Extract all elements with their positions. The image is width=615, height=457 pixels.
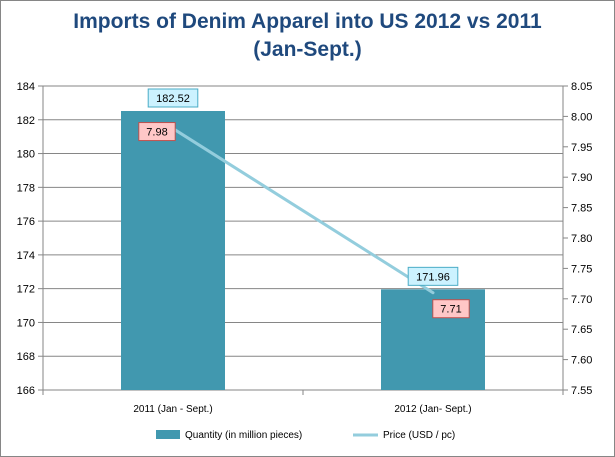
y-right-tick-label: 7.70 bbox=[571, 294, 592, 306]
y-left-tick-label: 174 bbox=[17, 250, 35, 262]
chart-title: Imports of Denim Apparel into US 2012 vs… bbox=[0, 8, 615, 64]
legend-swatch-quantity bbox=[156, 430, 180, 439]
line-data-label-box bbox=[138, 122, 176, 142]
chart-title-line1: Imports of Denim Apparel into US 2012 vs… bbox=[73, 10, 542, 33]
y-left-tick-label: 168 bbox=[17, 351, 35, 363]
y-left-tick-label: 170 bbox=[17, 317, 35, 329]
x-tick-label: 2011 (Jan - Sept.) bbox=[133, 404, 212, 415]
y-right-tick-label: 8.00 bbox=[571, 111, 592, 123]
legend-label-price: Price (USD / pc) bbox=[383, 430, 455, 441]
x-tick-label: 2012 (Jan- Sept.) bbox=[394, 404, 471, 415]
y-right-tick-label: 7.60 bbox=[571, 355, 592, 367]
chart-title-line2: (Jan-Sept.) bbox=[253, 38, 362, 61]
y-left-tick-label: 166 bbox=[17, 385, 35, 397]
bar bbox=[121, 110, 225, 391]
line-data-label: 7.98 bbox=[146, 127, 167, 139]
y-right-tick-label: 7.85 bbox=[571, 203, 592, 215]
y-right-tick-label: 7.90 bbox=[571, 172, 592, 184]
y-left-tick-label: 180 bbox=[17, 149, 35, 161]
y-right-tick-label: 7.80 bbox=[571, 233, 592, 245]
y-left-tick-label: 178 bbox=[17, 182, 35, 194]
y-right-tick-label: 8.05 bbox=[571, 81, 592, 93]
y-right-tick-label: 7.65 bbox=[571, 324, 592, 336]
y-right-tick-label: 7.75 bbox=[571, 263, 592, 275]
y-left-tick-label: 172 bbox=[17, 284, 35, 296]
y-right-tick-label: 7.55 bbox=[571, 385, 592, 397]
line-data-label-box bbox=[432, 299, 470, 319]
y-left-tick-label: 176 bbox=[17, 216, 35, 228]
line-data-label: 7.71 bbox=[440, 304, 461, 316]
price-line bbox=[171, 127, 435, 295]
bar-data-label: 182.52 bbox=[156, 93, 190, 105]
legend-label-quantity: Quantity (in million pieces) bbox=[185, 430, 302, 441]
bar-data-label: 171.96 bbox=[416, 271, 450, 283]
y-right-tick-label: 7.95 bbox=[571, 142, 592, 154]
y-left-tick-label: 182 bbox=[17, 115, 35, 127]
bar-data-label-box bbox=[407, 266, 459, 286]
y-left-tick-label: 184 bbox=[17, 81, 35, 93]
bar-data-label-box bbox=[147, 88, 199, 108]
